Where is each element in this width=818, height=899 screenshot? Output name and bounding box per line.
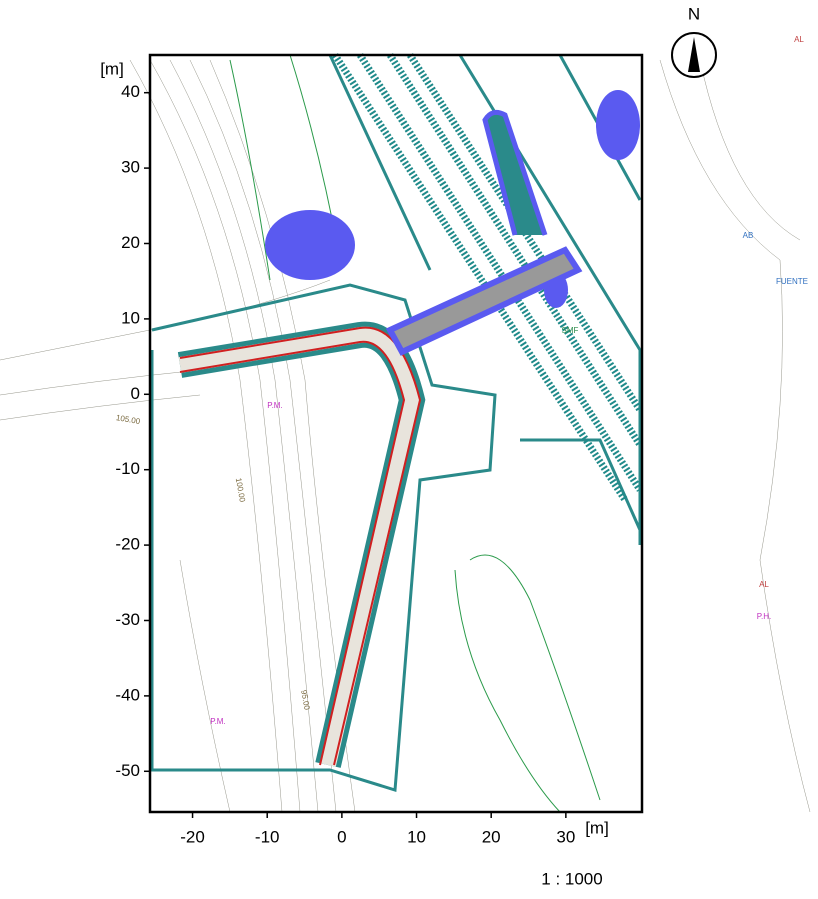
y-tick-label: -20	[115, 535, 140, 554]
blue-blobs	[265, 90, 640, 308]
map-label: 100.00	[234, 477, 247, 503]
x-tick-label: -10	[255, 827, 280, 846]
ramp	[482, 109, 548, 236]
map-label: AL	[794, 35, 804, 44]
map-label: P.M.	[210, 717, 225, 726]
north-label: N	[688, 4, 700, 23]
x-tick-label: 0	[337, 827, 346, 846]
footbridge	[385, 246, 583, 356]
x-tick-label: 10	[407, 827, 426, 846]
scale: 1 : 1000	[541, 869, 602, 888]
x-tick-label: 20	[482, 827, 501, 846]
y-unit: [m]	[100, 59, 124, 78]
y-tick-label: 40	[121, 82, 140, 101]
map-label: SMF	[562, 326, 579, 335]
y-tick-label: 30	[121, 158, 140, 177]
y-tick-label: -40	[115, 685, 140, 704]
y-tick-label: 10	[121, 308, 140, 327]
map-label: AB	[743, 231, 754, 240]
frame	[148, 53, 644, 814]
y-tick-label: -50	[115, 761, 140, 780]
map-label: 95.00	[299, 689, 311, 711]
corridor	[177, 321, 426, 768]
rail-tracks	[332, 53, 643, 502]
map-label: P.H.	[757, 612, 772, 621]
x-tick-label: -20	[180, 827, 205, 846]
y-tick-label: -30	[115, 610, 140, 629]
x-tick-label: 30	[556, 827, 575, 846]
map-label: P.M.	[267, 401, 282, 410]
y-tick-label: -10	[115, 459, 140, 478]
map-label: 105.00	[115, 413, 141, 426]
x-unit: [m]	[585, 818, 609, 837]
map-label: FUENTE	[776, 277, 808, 286]
y-tick-label: 20	[121, 233, 140, 252]
north-arrow: N	[671, 4, 717, 78]
y-tick-label: 0	[131, 384, 140, 403]
map-label: AL	[759, 580, 769, 589]
